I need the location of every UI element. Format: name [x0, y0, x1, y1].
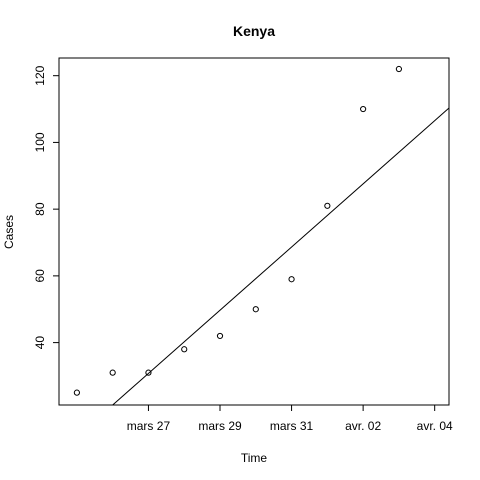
x-tick-label: mars 27	[127, 419, 171, 433]
x-tick-label: avr. 04	[417, 419, 453, 433]
y-tick-label: 80	[33, 202, 47, 216]
chart-title: Kenya	[233, 23, 275, 39]
y-tick-label: 120	[33, 65, 47, 85]
y-axis-label: Cases	[2, 215, 16, 249]
y-tick-label: 40	[33, 336, 47, 350]
x-axis-label: Time	[241, 451, 268, 465]
y-tick-label: 60	[33, 269, 47, 283]
y-tick-label: 100	[33, 132, 47, 152]
x-tick-label: mars 31	[270, 419, 314, 433]
x-tick-label: avr. 02	[345, 419, 381, 433]
x-tick-label: mars 29	[198, 419, 242, 433]
